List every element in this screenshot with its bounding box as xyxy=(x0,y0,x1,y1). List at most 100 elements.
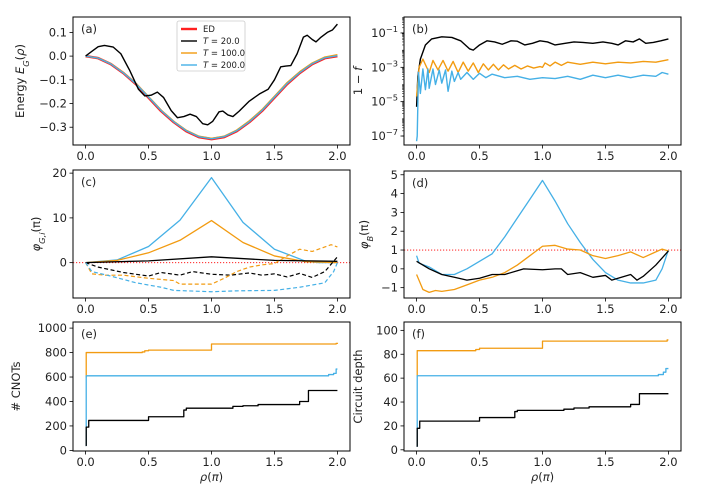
x-tick-label: 1.0 xyxy=(533,302,551,316)
y-axis-label: Circuit depth xyxy=(351,349,365,423)
panel-e: 0.0 0.5 1.0 1.5 2.0 1000 800 600 400 200 0 (e) # CNO… xyxy=(9,321,351,484)
series-line-2 xyxy=(85,256,338,264)
x-tick-label: 2.0 xyxy=(328,149,346,163)
series-line-1 xyxy=(415,244,669,294)
y-tick-label: −0.2 xyxy=(39,97,67,111)
x-tick-label: 0.5 xyxy=(139,302,157,316)
panel-label: (c) xyxy=(81,175,96,189)
series-line-2 xyxy=(416,393,669,447)
y-axis-label: Energy EG(ρ) xyxy=(13,44,31,118)
x-tick-label: 2.0 xyxy=(659,455,677,469)
x-tick-label: 2.0 xyxy=(328,455,346,469)
x-tick-label: 0.0 xyxy=(407,455,425,469)
x-tick-label: 0.5 xyxy=(470,455,488,469)
x-axis-label: ρ(π) xyxy=(200,470,223,484)
x-tick-label: 0.5 xyxy=(470,302,488,316)
y-tick-label: 4 xyxy=(391,187,398,201)
y-tick-label: 2 xyxy=(391,224,398,238)
legend-label: T = 20.0 xyxy=(203,37,240,47)
y-axis-label: φB(π) xyxy=(357,220,375,249)
axes-frame xyxy=(403,16,682,146)
panel-label: (a) xyxy=(81,22,97,36)
y-tick-label: 200 xyxy=(45,419,67,433)
series-line-0 xyxy=(415,36,669,107)
panel-label: (b) xyxy=(412,22,428,36)
y-axis-label: # CNOTs xyxy=(9,361,23,411)
x-tick-label: 1.0 xyxy=(533,455,551,469)
y-tick-label: 0 xyxy=(391,262,398,276)
panel-c: 0.0 0.5 1.0 1.5 2.0 20 10 0 (c) φG,i(π) xyxy=(29,166,351,316)
series-line-5 xyxy=(85,262,338,293)
x-tick-label: 1.5 xyxy=(596,455,614,469)
y-tick-label: −0.3 xyxy=(39,120,67,134)
y-tick-label: 100 xyxy=(376,323,398,337)
y-tick-label: 20 xyxy=(383,419,398,433)
series-line-t-200-0 xyxy=(85,54,338,140)
x-tick-label: 1.5 xyxy=(596,149,614,163)
x-tick-label: 1.0 xyxy=(202,302,220,316)
y-tick-label: 600 xyxy=(45,370,67,384)
axes-frame xyxy=(72,321,351,452)
series-line-0 xyxy=(416,339,669,377)
y-tick-label: 10−1 xyxy=(371,24,398,40)
x-tick-label: 0.0 xyxy=(76,302,94,316)
panel-d: 0.0 0.5 1.0 1.5 2.0 5 4 3 2 1 0 −1 (d) φB(π) xyxy=(357,168,682,316)
series-line-t-20-0 xyxy=(85,23,338,126)
series-line-0 xyxy=(415,179,670,284)
series-line-1 xyxy=(85,219,338,264)
y-tick-label: 10 xyxy=(52,211,67,225)
y-tick-label: 0.1 xyxy=(49,25,67,39)
y-tick-label: 80 xyxy=(383,347,398,361)
y-tick-label: 0 xyxy=(391,443,398,457)
y-tick-label: 0 xyxy=(60,443,67,457)
x-tick-label: 0.5 xyxy=(139,455,157,469)
y-tick-label: −0.1 xyxy=(39,73,67,87)
x-tick-label: 1.5 xyxy=(265,149,283,163)
x-tick-label: 1.0 xyxy=(202,455,220,469)
x-tick-label: 1.0 xyxy=(533,149,551,163)
x-tick-label: 0.0 xyxy=(407,302,425,316)
panel-f: 0.0 0.5 1.0 1.5 2.0 100 80 60 40 20 0 (f) Circuit de… xyxy=(351,321,682,484)
panel-label: (d) xyxy=(412,176,428,190)
x-tick-label: 0.0 xyxy=(407,149,425,163)
legend-label: T = 200.0 xyxy=(203,61,245,71)
y-tick-label: 10−5 xyxy=(371,93,398,109)
y-tick-label: 10−7 xyxy=(371,127,398,143)
series-line-4 xyxy=(85,244,338,285)
x-tick-label: 0.0 xyxy=(76,455,94,469)
x-tick-label: 2.0 xyxy=(659,302,677,316)
x-tick-label: 1.5 xyxy=(265,302,283,316)
legend-frame xyxy=(176,20,246,72)
legend-label: T = 100.0 xyxy=(203,49,245,59)
x-tick-label: 2.0 xyxy=(328,302,346,316)
y-tick-label: 40 xyxy=(383,395,398,409)
x-tick-label: 1.5 xyxy=(265,455,283,469)
x-tick-label: 2.0 xyxy=(659,149,677,163)
y-tick-label: 20 xyxy=(52,166,67,180)
x-tick-label: 0.0 xyxy=(76,149,94,163)
y-tick-label: 0 xyxy=(60,256,67,270)
series-line-0 xyxy=(85,342,339,378)
legend: ED T = 20.0 T = 100.0 T = 200.0 xyxy=(176,20,246,72)
series-line-2 xyxy=(416,250,669,281)
y-tick-label: −1 xyxy=(381,281,398,295)
y-tick-label: 10−3 xyxy=(371,58,398,74)
y-tick-label: 60 xyxy=(383,371,398,385)
series-line-1 xyxy=(415,58,669,97)
y-tick-label: 3 xyxy=(391,205,398,219)
series-line-2 xyxy=(85,389,338,447)
x-tick-label: 1.0 xyxy=(202,149,220,163)
x-axis-label: ρ(π) xyxy=(531,470,554,484)
y-tick-label: 1000 xyxy=(38,321,67,335)
y-axis-label: φG,i(π) xyxy=(29,217,47,252)
y-tick-label: 5 xyxy=(391,168,398,182)
x-tick-label: 0.5 xyxy=(470,149,488,163)
series-line-2 xyxy=(415,68,669,142)
series-line-1 xyxy=(85,368,338,447)
y-tick-label: 800 xyxy=(45,346,67,360)
x-tick-label: 1.5 xyxy=(596,302,614,316)
panel-label: (f) xyxy=(412,327,425,341)
y-tick-label: 1 xyxy=(391,243,398,257)
series-line-1 xyxy=(416,367,669,447)
